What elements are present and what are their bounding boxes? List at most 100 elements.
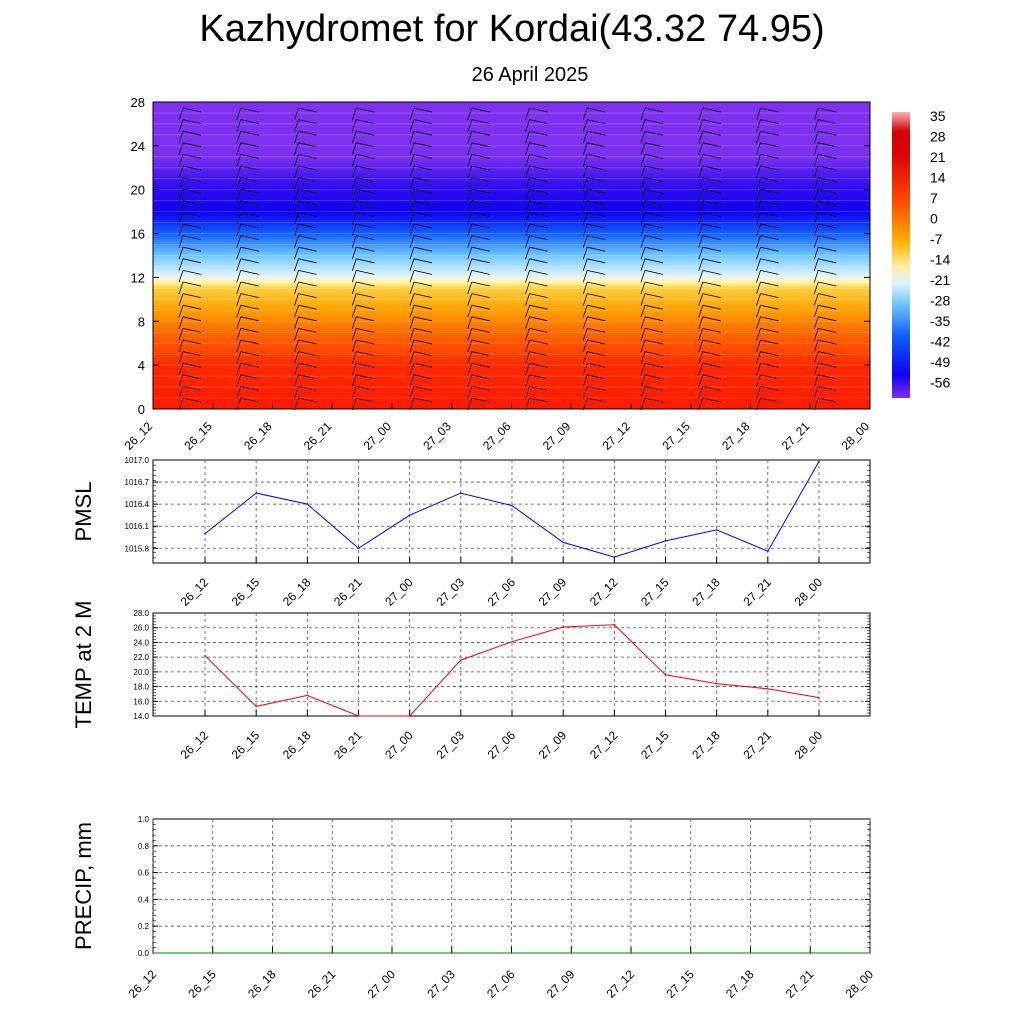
x-tick-label: 27_12	[587, 575, 621, 609]
wind-barb-flag	[529, 316, 548, 322]
wind-barb	[409, 119, 415, 132]
wind-barb	[756, 142, 761, 155]
wind-barb	[236, 131, 242, 144]
wind-barb-flag	[240, 154, 259, 159]
wind-barb	[756, 154, 761, 167]
wind-barb	[582, 281, 588, 295]
wind-barb-flag	[356, 351, 375, 356]
wind-barb-flag	[587, 281, 606, 287]
x-tick-label: 28_00	[792, 728, 826, 762]
wind-barb-flag	[587, 212, 606, 217]
y-tick-label: 12	[131, 270, 145, 285]
wind-barb	[698, 119, 704, 132]
wind-barb-flag	[587, 246, 606, 252]
y-axis-label: PMSL	[71, 482, 96, 542]
wind-barb-flag	[587, 165, 606, 171]
wind-barb-flag	[356, 246, 375, 252]
wind-barb	[525, 351, 530, 364]
data-point	[271, 952, 274, 954]
wind-barb-flag	[356, 177, 375, 182]
wind-barb	[467, 293, 473, 306]
wind-barb	[294, 131, 299, 144]
wind-barb	[640, 281, 646, 295]
wind-barb	[236, 247, 242, 260]
wind-barb	[813, 223, 819, 237]
wind-barb-flag	[356, 223, 375, 229]
data-point	[562, 541, 564, 544]
wind-barb	[178, 247, 184, 260]
wind-barb-flag	[587, 107, 606, 113]
wind-barb	[698, 165, 704, 179]
wind-barb	[813, 351, 819, 364]
colorbar-label: -35	[930, 313, 950, 329]
wind-barb-flag	[644, 374, 664, 380]
wind-barb	[813, 142, 819, 155]
wind-barb	[467, 351, 473, 364]
colorbar-label: -56	[930, 375, 950, 391]
wind-barb	[582, 293, 588, 306]
wind-barb	[756, 305, 761, 318]
wind-barb-flag	[529, 281, 548, 287]
wind-barb	[351, 328, 357, 341]
wind-barb	[582, 247, 588, 260]
wind-barb-flag	[529, 397, 548, 403]
wind-barb-flag	[471, 328, 490, 333]
wind-barb	[698, 281, 704, 295]
wind-barb	[294, 107, 299, 121]
wind-barb-flag	[240, 107, 259, 113]
wind-barb	[467, 339, 473, 353]
y-tick-label: 0.4	[138, 895, 150, 904]
wind-barb-flag	[702, 304, 721, 310]
wind-barb-flag	[529, 212, 548, 217]
colorbar-label: -21	[930, 272, 950, 288]
y-tick-label: 1015.8	[125, 544, 150, 553]
wind-barb-flag	[760, 304, 779, 310]
wind-barb	[756, 363, 761, 376]
wind-barb	[467, 142, 473, 155]
wind-barb-flag	[471, 281, 490, 287]
wind-barb-flag	[702, 130, 721, 136]
wind-barb-flag	[182, 119, 202, 124]
y-tick-label: 1017.0	[125, 456, 150, 465]
wind-barb	[756, 247, 761, 260]
wind-barb-flag	[818, 362, 837, 368]
data-point	[818, 460, 820, 463]
wind-barb-flag	[240, 223, 259, 229]
x-tick-label: 27_12	[587, 728, 621, 762]
wind-barb-flag	[587, 270, 606, 275]
wind-barb-flag	[471, 235, 490, 240]
wind-barb-flag	[587, 142, 606, 148]
y-tick-label: 28	[131, 95, 145, 110]
wind-barb	[640, 339, 646, 353]
wind-barb	[236, 177, 242, 190]
wind-barb	[698, 351, 704, 364]
wind-barb	[756, 328, 761, 341]
wind-barb-flag	[413, 386, 433, 391]
data-point	[562, 626, 564, 628]
wind-barb-flag	[182, 246, 202, 252]
wind-barb-flag	[471, 119, 490, 124]
wind-barb-flag	[702, 142, 721, 148]
wind-barb	[756, 386, 761, 399]
wind-barb	[178, 107, 184, 121]
wind-barb	[294, 212, 299, 225]
wind-barb	[409, 223, 415, 237]
wind-barb	[178, 339, 184, 353]
wind-barb-flag	[818, 223, 837, 229]
wind-barb	[582, 154, 588, 167]
wind-barb	[351, 293, 357, 306]
wind-barb	[294, 386, 299, 399]
x-tick-label: 27_09	[536, 575, 570, 609]
wind-barb	[351, 235, 357, 248]
data-point	[152, 952, 154, 954]
data-point	[211, 952, 214, 954]
wind-barb-flag	[182, 339, 202, 345]
wind-barb-flag	[471, 200, 490, 206]
wind-barb	[467, 247, 473, 260]
wind-barb	[640, 200, 646, 213]
wind-barb-flag	[760, 107, 779, 113]
wind-barb	[236, 293, 242, 306]
wind-barb-flag	[182, 362, 202, 368]
wind-barb	[294, 270, 299, 283]
wind-barb-flag	[818, 316, 837, 322]
